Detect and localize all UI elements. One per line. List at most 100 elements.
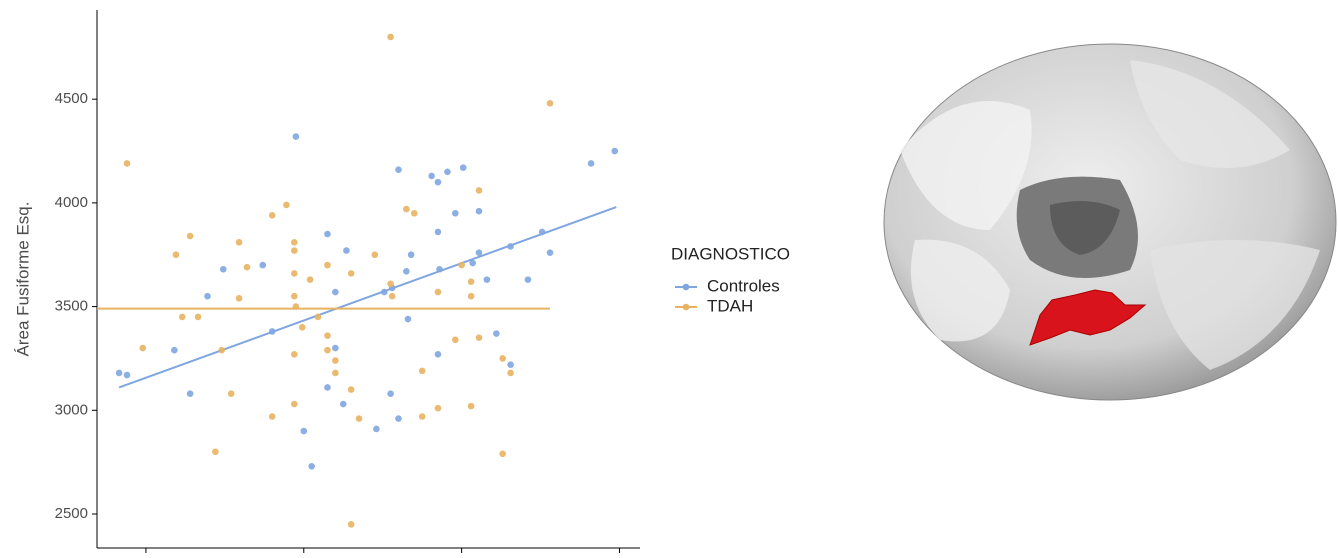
point <box>468 293 475 300</box>
point <box>293 133 300 140</box>
point <box>507 370 514 377</box>
y-tick-label: 4500 <box>55 90 88 107</box>
fit-line <box>119 207 616 387</box>
legend-key <box>683 304 690 311</box>
point <box>444 168 451 175</box>
point <box>387 390 394 397</box>
point <box>324 384 331 391</box>
point <box>291 247 298 254</box>
point <box>343 247 350 254</box>
point <box>435 351 442 358</box>
point <box>291 401 298 408</box>
point <box>499 355 506 362</box>
point <box>428 173 435 180</box>
point <box>389 293 396 300</box>
point <box>403 268 410 275</box>
point <box>269 413 276 420</box>
point <box>218 347 225 354</box>
legend-key <box>683 284 690 291</box>
point <box>173 251 180 258</box>
point <box>348 521 355 528</box>
point <box>356 415 363 422</box>
point <box>283 202 290 209</box>
point <box>484 276 491 283</box>
point <box>452 336 459 343</box>
y-tick-label: 2500 <box>55 505 88 522</box>
point <box>419 368 426 375</box>
point <box>611 148 618 155</box>
point <box>408 251 415 258</box>
point <box>499 451 506 458</box>
point <box>525 276 532 283</box>
point <box>291 239 298 246</box>
point <box>405 316 412 323</box>
point <box>195 314 202 321</box>
point <box>220 266 227 273</box>
point <box>171 347 178 354</box>
point <box>395 166 402 173</box>
point <box>332 357 339 364</box>
point <box>458 262 465 269</box>
point <box>348 270 355 277</box>
point <box>403 206 410 213</box>
point <box>324 262 331 269</box>
point <box>476 334 483 341</box>
point <box>315 314 322 321</box>
point <box>411 210 418 217</box>
point <box>452 210 459 217</box>
point <box>547 100 554 107</box>
point <box>291 351 298 358</box>
point <box>332 289 339 296</box>
point <box>507 361 514 368</box>
point <box>236 239 243 246</box>
brain-image <box>884 44 1336 400</box>
point <box>372 251 379 258</box>
point <box>387 280 394 287</box>
point <box>124 160 131 167</box>
page: Área Fusiforme Esq. DIAGNOSTICO 2500 3000… <box>0 0 1338 558</box>
point <box>493 330 500 337</box>
point <box>476 187 483 194</box>
point <box>324 347 331 354</box>
legend-label: TDAH <box>707 296 753 315</box>
y-tick-label: 4000 <box>55 194 88 211</box>
point <box>324 332 331 339</box>
point <box>269 212 276 219</box>
point <box>300 428 307 435</box>
point <box>308 463 315 470</box>
legend-title: DIAGNOSTICO <box>671 244 790 263</box>
point <box>340 401 347 408</box>
point <box>435 405 442 412</box>
point <box>244 264 251 271</box>
point <box>387 34 394 41</box>
point <box>139 345 146 352</box>
point <box>179 314 186 321</box>
point <box>588 160 595 167</box>
point <box>299 324 306 331</box>
point <box>228 390 235 397</box>
point <box>259 262 266 269</box>
point <box>395 415 402 422</box>
point <box>332 345 339 352</box>
point <box>468 403 475 410</box>
point <box>547 249 554 256</box>
point <box>291 270 298 277</box>
point <box>187 390 194 397</box>
point <box>332 370 339 377</box>
point <box>468 278 475 285</box>
point <box>124 372 131 379</box>
point <box>476 208 483 215</box>
point <box>204 293 211 300</box>
y-tick-label: 3000 <box>55 401 88 418</box>
point <box>348 386 355 393</box>
point <box>435 229 442 236</box>
point <box>419 413 426 420</box>
point <box>435 289 442 296</box>
point <box>236 295 243 302</box>
point <box>435 179 442 186</box>
point <box>460 164 467 171</box>
point <box>373 426 380 433</box>
point <box>307 276 314 283</box>
y-axis-title: Área Fusiforme Esq. <box>13 202 32 357</box>
point <box>116 370 123 377</box>
